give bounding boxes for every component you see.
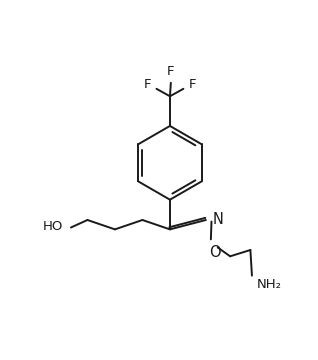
Text: F: F [167, 65, 175, 78]
Text: F: F [189, 78, 196, 91]
Text: HO: HO [43, 220, 63, 233]
Text: NH₂: NH₂ [257, 278, 282, 291]
Text: O: O [210, 245, 221, 260]
Text: N: N [213, 212, 224, 227]
Text: F: F [144, 78, 151, 91]
